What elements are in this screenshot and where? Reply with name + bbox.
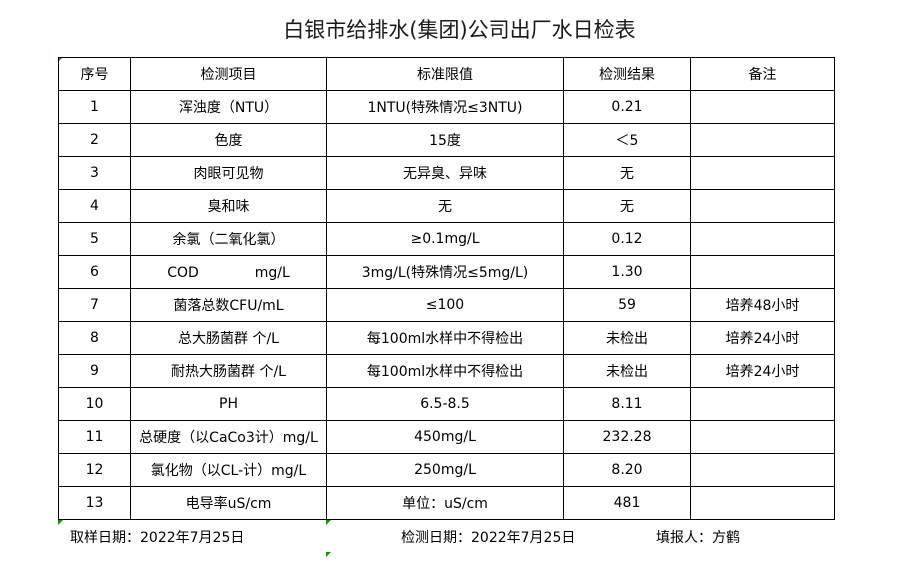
col-index-cell: 4 — [58, 189, 131, 223]
table-row: 5 余氯（二氧化氯） ≥0.1mg/L 0.12 — [58, 222, 835, 256]
table-row: 1 浑浊度（NTU） 1NTU(特殊情况≤3NTU) 0.21 — [58, 90, 835, 124]
col-item-cell: 余氯（二氧化氯） — [130, 222, 327, 256]
col-standard-cell: 450mg/L — [326, 420, 564, 454]
table-row: 12 氯化物（以CL-计）mg/L 250mg/L 8.20 — [58, 453, 835, 487]
col-remark-cell — [690, 420, 835, 454]
col-result-cell: 59 — [563, 288, 691, 322]
col-index-cell: 6 — [58, 255, 131, 289]
col-index-cell: 8 — [58, 321, 131, 355]
header-col-item: 检测项目 — [130, 57, 327, 91]
col-remark-cell — [690, 222, 835, 256]
col-result-cell: 未检出 — [563, 354, 691, 388]
col-remark-cell — [690, 189, 835, 223]
cell-marker — [326, 552, 331, 557]
col-standard-cell: 15度 — [326, 123, 564, 157]
col-standard-cell: 单位：uS/cm — [326, 486, 564, 520]
col-result-cell: 1.30 — [563, 255, 691, 289]
col-remark-cell — [690, 90, 835, 124]
col-standard-cell: 3mg/L(特殊情况≤5mg/L) — [326, 255, 564, 289]
table-row: 9 耐热大肠菌群 个/L 每100ml水样中不得检出 未检出 培养24小时 — [58, 354, 835, 388]
col-standard-cell: 250mg/L — [326, 453, 564, 487]
col-result-cell: 8.20 — [563, 453, 691, 487]
page-title: 白银市给排水(集团)公司出厂水日检表 — [283, 18, 636, 42]
test-date: 检测日期：2022年7月25日 — [401, 530, 576, 546]
header-col-index: 序号 — [58, 57, 131, 91]
col-index-cell: 11 — [58, 420, 131, 454]
col-item-cell: PH — [130, 387, 327, 421]
col-standard-cell: 无异臭、异味 — [326, 156, 564, 190]
col-result-cell: 8.11 — [563, 387, 691, 421]
col-item-cell: 色度 — [130, 123, 327, 157]
col-standard-cell: ≤100 — [326, 288, 564, 322]
cell-marker — [326, 520, 331, 525]
col-remark-cell — [690, 156, 835, 190]
col-remark-cell — [690, 255, 835, 289]
col-result-cell: 232.28 — [563, 420, 691, 454]
col-index-cell: 7 — [58, 288, 131, 322]
col-standard-cell: ≥0.1mg/L — [326, 222, 564, 256]
col-result-cell: ＜5 — [563, 123, 691, 157]
col-index-cell: 1 — [58, 90, 131, 124]
col-index-cell: 12 — [58, 453, 131, 487]
col-item-cell: 臭和味 — [130, 189, 327, 223]
reporter: 填报人：方鹤 — [656, 530, 740, 546]
col-result-cell: 0.12 — [563, 222, 691, 256]
table-row: 6 COD mg/L 3mg/L(特殊情况≤5mg/L) 1.30 — [58, 255, 835, 289]
col-standard-cell: 6.5-8.5 — [326, 387, 564, 421]
header-row: 序号 检测项目 标准限值 检测结果 备注 — [58, 57, 835, 91]
col-item-cell: 浑浊度（NTU） — [130, 90, 327, 124]
col-standard-cell: 无 — [326, 189, 564, 223]
col-item-cell: 菌落总数CFU/mL — [130, 288, 327, 322]
col-item-cell: 总硬度（以CaCo3计）mg/L — [130, 420, 327, 454]
table-row: 3 肉眼可见物 无异臭、异味无 — [58, 156, 835, 190]
header-col-result: 检测结果 — [563, 57, 691, 91]
table-row: 11 总硬度（以CaCo3计）mg/L 450mg/L 232.28 — [58, 420, 835, 454]
col-item-cell: COD mg/L — [130, 255, 327, 289]
col-index-cell: 5 — [58, 222, 131, 256]
col-result-cell: 481 — [563, 486, 691, 520]
sample-date: 取样日期：2022年7月25日 — [70, 530, 245, 546]
col-item-cell: 总大肠菌群 个/L — [130, 321, 327, 355]
col-result-cell: 无 — [563, 189, 691, 223]
table-row: 7 菌落总数CFU/mL ≤100 59 培养48小时 — [58, 288, 835, 322]
table-row: 2 色度 15度 ＜5 — [58, 123, 835, 157]
col-standard-cell: 每100ml水样中不得检出 — [326, 321, 564, 355]
header-col-standard: 标准限值 — [326, 57, 564, 91]
col-item-cell: 氯化物（以CL-计）mg/L — [130, 453, 327, 487]
col-item-cell: 肉眼可见物 — [130, 156, 327, 190]
header-col-remark: 备注 — [690, 57, 835, 91]
col-standard-cell: 1NTU(特殊情况≤3NTU) — [326, 90, 564, 124]
col-remark-cell: 培养24小时 — [690, 321, 835, 355]
col-item-cell: 电导率uS/cm — [130, 486, 327, 520]
col-remark-cell — [690, 387, 835, 421]
col-remark-cell — [690, 486, 835, 520]
col-index-cell: 9 — [58, 354, 131, 388]
table-row: 4 臭和味无无 — [58, 189, 835, 223]
cell-marker — [58, 520, 63, 525]
col-item-cell: 耐热大肠菌群 个/L — [130, 354, 327, 388]
table-row: 10 PH 6.5-8.5 8.11 — [58, 387, 835, 421]
col-result-cell: 未检出 — [563, 321, 691, 355]
col-index-cell: 3 — [58, 156, 131, 190]
table-row: 13 电导率uS/cm 单位：uS/cm 481 — [58, 486, 835, 520]
col-result-cell: 0.21 — [563, 90, 691, 124]
table-row: 8 总大肠菌群 个/L 每100ml水样中不得检出 未检出 培养24小时 — [58, 321, 835, 355]
col-index-cell: 10 — [58, 387, 131, 421]
inspection-table: 序号 检测项目 标准限值 检测结果 备注 1 浑浊度（NTU） 1NTU(特殊情况≤3NTU)… — [58, 57, 835, 520]
col-standard-cell: 每100ml水样中不得检出 — [326, 354, 564, 388]
col-result-cell: 无 — [563, 156, 691, 190]
col-remark-cell — [690, 123, 835, 157]
col-index-cell: 2 — [58, 123, 131, 157]
col-remark-cell — [690, 453, 835, 487]
col-remark-cell: 培养24小时 — [690, 354, 835, 388]
col-index-cell: 13 — [58, 486, 131, 520]
col-remark-cell: 培养48小时 — [690, 288, 835, 322]
